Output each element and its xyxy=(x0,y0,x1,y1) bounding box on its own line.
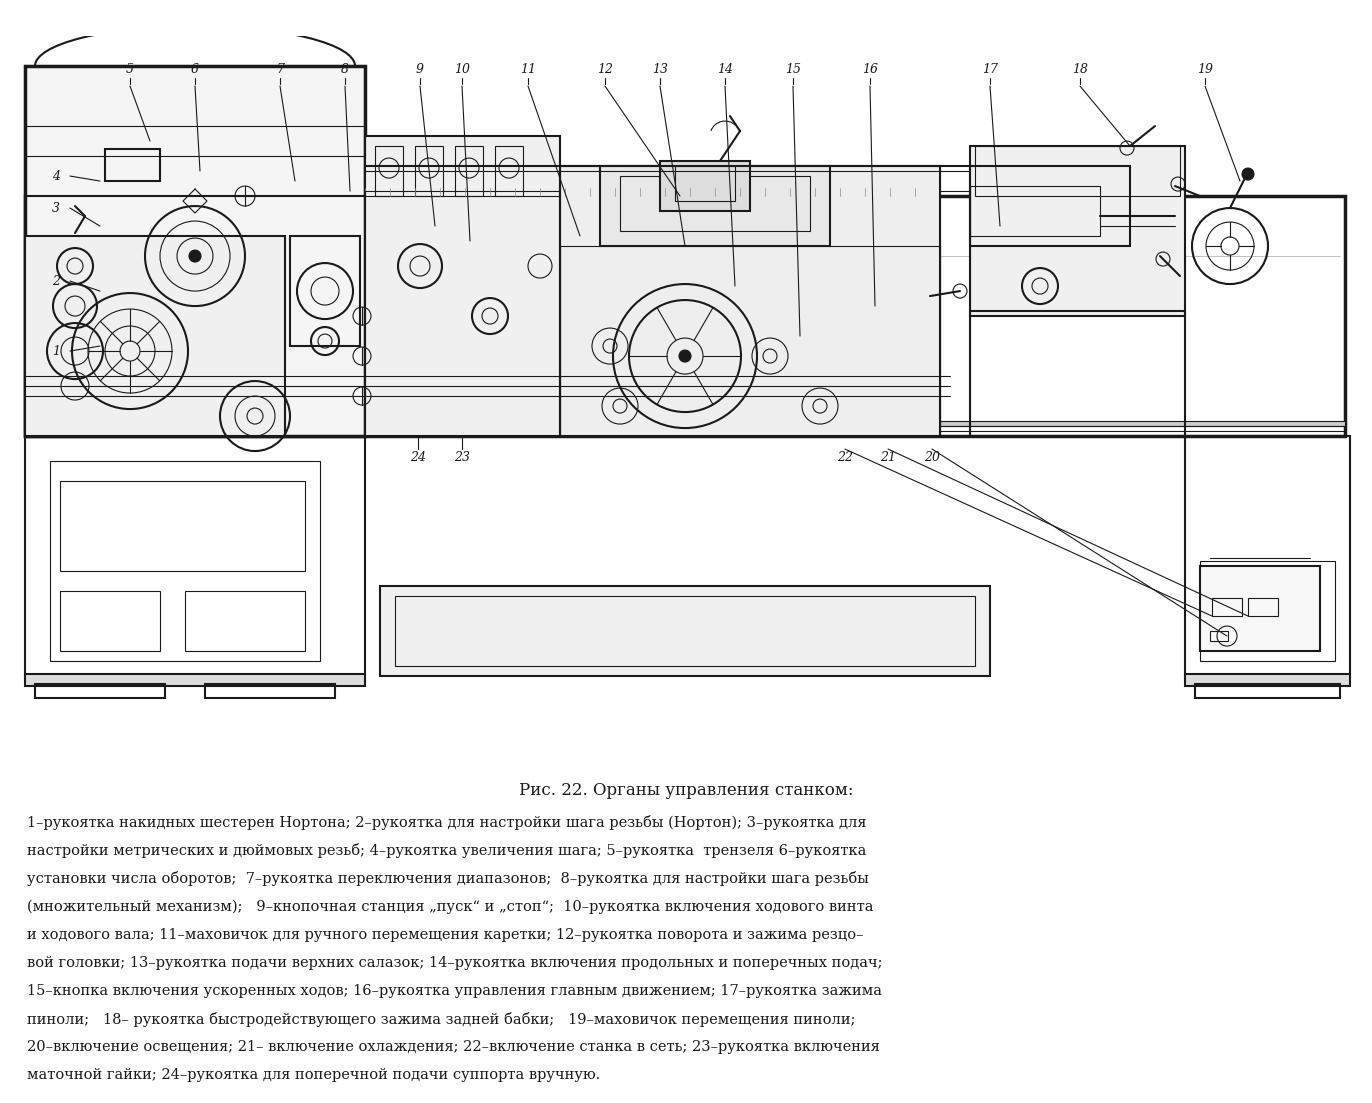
Bar xyxy=(970,186,1100,236)
Bar xyxy=(620,176,809,231)
Text: 10: 10 xyxy=(454,63,471,76)
Text: 11: 11 xyxy=(520,63,536,76)
Bar xyxy=(1210,631,1228,641)
Bar xyxy=(289,236,359,346)
Text: Рис. 22. Органы управления станком:: Рис. 22. Органы управления станком: xyxy=(519,782,853,799)
Text: 15–кнопка включения ускоренных ходов; 16–рукоятка управления главным движением; : 15–кнопка включения ускоренных ходов; 16… xyxy=(27,984,882,998)
Text: 20–включение освещения; 21– включение охлаждения; 22–включение станка в сеть; 23: 20–включение освещения; 21– включение ох… xyxy=(27,1040,879,1054)
Bar xyxy=(25,426,1345,431)
Bar xyxy=(185,591,305,651)
Text: 15: 15 xyxy=(785,63,801,76)
Bar xyxy=(365,136,560,436)
Text: 21: 21 xyxy=(879,451,896,464)
Bar xyxy=(60,591,161,651)
Text: 20: 20 xyxy=(923,451,940,464)
Text: настройки метрических и дюймовых резьб; 4–рукоятка увеличения шага; 5–рукоятка  : настройки метрических и дюймовых резьб; … xyxy=(27,843,867,858)
Bar xyxy=(25,436,365,676)
Text: 3: 3 xyxy=(52,202,60,215)
Bar xyxy=(380,586,991,676)
Bar xyxy=(204,684,335,698)
Bar xyxy=(25,66,365,436)
Text: 9: 9 xyxy=(416,63,424,76)
Bar xyxy=(1200,561,1335,661)
Text: и ходового вала; 11–маховичок для ручного перемещения каретки; 12–рукоятка повор: и ходового вала; 11–маховичок для ручног… xyxy=(27,928,863,942)
Bar xyxy=(395,596,975,666)
Text: 17: 17 xyxy=(982,63,997,76)
Bar xyxy=(495,146,523,196)
Bar xyxy=(1195,684,1340,698)
Bar xyxy=(25,674,365,686)
Bar xyxy=(106,149,161,181)
Bar xyxy=(1211,598,1242,617)
Bar xyxy=(660,161,750,211)
Bar xyxy=(25,196,1345,436)
Bar xyxy=(970,167,1131,246)
Text: 4: 4 xyxy=(52,170,60,183)
Text: 6: 6 xyxy=(191,63,199,76)
Text: 14: 14 xyxy=(718,63,733,76)
Text: установки числа оборотов;  7–рукоятка переключения диапазонов;  8–рукоятка для н: установки числа оборотов; 7–рукоятка пер… xyxy=(27,871,868,887)
Text: 16: 16 xyxy=(862,63,878,76)
Text: пиноли;   18– рукоятка быстродействующего зажима задней бабки;   19–маховичок пе: пиноли; 18– рукоятка быстродействующего … xyxy=(27,1013,856,1027)
Bar xyxy=(1249,598,1277,617)
Circle shape xyxy=(1242,168,1254,180)
Text: маточной гайки; 24–рукоятка для поперечной подачи суппорта вручную.: маточной гайки; 24–рукоятка для поперечн… xyxy=(27,1068,601,1082)
Text: 5: 5 xyxy=(126,63,134,76)
Text: 24: 24 xyxy=(410,451,425,464)
Text: 7: 7 xyxy=(276,63,284,76)
Text: 13: 13 xyxy=(652,63,668,76)
Bar xyxy=(970,311,1185,436)
Bar xyxy=(456,146,483,196)
Bar xyxy=(600,167,830,246)
Text: 18: 18 xyxy=(1072,63,1088,76)
Bar xyxy=(49,461,320,661)
Circle shape xyxy=(679,350,691,362)
Bar xyxy=(25,66,365,196)
Bar xyxy=(25,421,1345,426)
Text: 19: 19 xyxy=(1196,63,1213,76)
Bar xyxy=(675,167,735,201)
Circle shape xyxy=(189,250,202,263)
Bar xyxy=(25,126,365,156)
Bar xyxy=(60,481,305,571)
Bar xyxy=(1185,674,1350,686)
Text: 1–рукоятка накидных шестерен Нортона; 2–рукоятка для настройки шага резьбы (Норт: 1–рукоятка накидных шестерен Нортона; 2–… xyxy=(27,815,867,831)
Text: 22: 22 xyxy=(837,451,853,464)
Text: (множительный механизм);   9–кнопочная станция „пуск“ и „стоп“;  10–рукоятка вкл: (множительный механизм); 9–кнопочная ста… xyxy=(27,900,874,914)
Text: 12: 12 xyxy=(597,63,613,76)
Text: 8: 8 xyxy=(342,63,348,76)
Bar xyxy=(1185,436,1350,676)
Bar xyxy=(975,146,1180,196)
Text: 23: 23 xyxy=(454,451,471,464)
Bar xyxy=(970,146,1185,317)
Bar xyxy=(375,146,403,196)
Bar xyxy=(1200,566,1320,651)
Bar xyxy=(36,684,165,698)
Text: 2: 2 xyxy=(52,275,60,288)
Bar xyxy=(560,167,940,436)
Bar xyxy=(25,236,285,436)
Bar xyxy=(414,146,443,196)
Text: вой головки; 13–рукоятка подачи верхних салазок; 14–рукоятка включения продольны: вой головки; 13–рукоятка подачи верхних … xyxy=(27,955,882,970)
Text: 1: 1 xyxy=(52,344,60,357)
